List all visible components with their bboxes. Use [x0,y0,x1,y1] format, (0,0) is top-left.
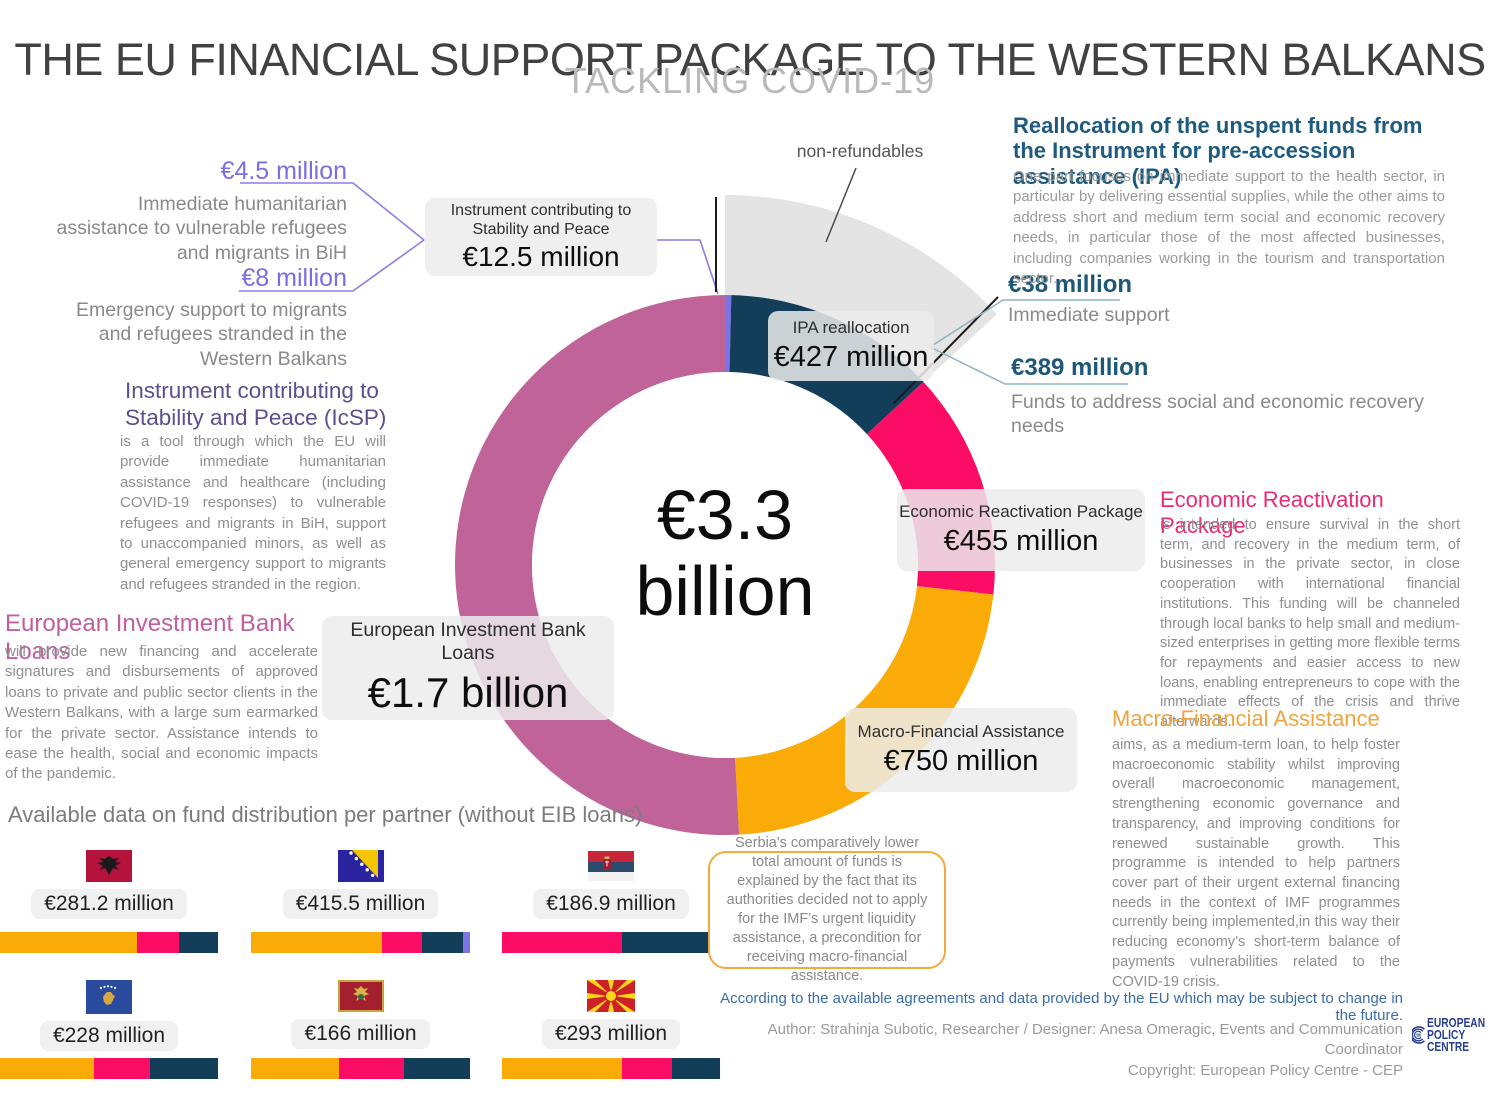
bar-segment-economic-reactivation-package [137,932,179,953]
non-refundables-label: non-refundables [796,141,924,161]
bar-segment-macro-financial-assistance [0,1058,94,1079]
amount-389-million: €389 million [1011,354,1149,381]
amount-38-million: €38 million [1008,271,1133,298]
flag-kosovo [86,980,132,1014]
chart-label-mfa: Macro-Financial Assistance €750 million [845,708,1077,792]
page-subtitle: TACKLING COVID-19 [564,60,936,101]
mfa-box-amount: €750 million [883,744,1039,777]
bar-segment-economic-reactivation-package [338,1058,405,1079]
pointer-line-icsp-box [657,239,719,295]
icsp-box-amount: €12.5 million [462,241,620,273]
bar-bosnia-herzegovina [251,932,470,953]
bar-segment-macro-financial-assistance [251,932,383,953]
bar-segment-ipa-reallocation [621,932,720,953]
bar-albania [0,932,218,953]
partner-card-bosnia-herzegovina: €415.5 million [251,850,470,953]
bar-serbia [502,932,720,953]
erp-description: is intended to ensure survival in the sh… [1160,517,1460,731]
serbia-note-text: Serbia's comparatively lower total amoun… [726,834,928,985]
bar-segment-economic-reactivation-package [502,932,622,953]
bar-north-macedonia [502,1058,720,1079]
amount-4-5-million: €4.5 million [220,157,347,185]
icsp-heading: Instrument contributing to Stability and… [125,378,387,430]
bar-segment-macro-financial-assistance [0,932,138,953]
erp-heading: Economic Reactivation Package [1160,487,1384,538]
partner-card-serbia: €186.9 million [502,850,720,953]
page-title: THE EU FINANCIAL SUPPORT PACKAGE TO THE … [14,34,1486,86]
partner-card-albania: €281.2 million [0,850,218,953]
amount-north-macedonia: €293 million [541,1019,681,1049]
eib-box-name: European Investment Bank Loans [350,618,586,664]
bar-segment-ipa-reallocation [421,932,464,953]
eib-box-amount: €1.7 billion [367,669,569,717]
flag-bosnia-herzegovina [337,850,384,882]
chart-label-ipa: IPA reallocation €427 million [768,311,934,381]
amount-8-million: €8 million [241,264,347,292]
flag-north-macedonia [587,980,635,1012]
ipa-description: One part focuses on immediate support to… [1013,168,1445,287]
mfa-heading: Macro-Financial Assistance [1112,706,1380,731]
donut-segment-instrument-contributing-to-stability-and-peace [725,295,732,373]
mfa-description: aims, as a medium-term loan, to help fos… [1112,737,1400,990]
chart-label-eib: European Investment Bank Loans €1.7 bill… [322,616,614,720]
serbia-note-box: Serbia's comparatively lower total amoun… [708,835,946,984]
chart-label-icsp: Instrument contributing to Stability and… [425,198,657,276]
flag-albania [86,850,132,882]
bar-segment-ipa-reallocation [150,1058,218,1079]
bar-segment-economic-reactivation-package [382,932,422,953]
ipa-heading: Reallocation of the unspent funds from t… [1013,113,1423,189]
bar-segment-economic-reactivation-package [621,1058,673,1079]
flag-montenegro [337,980,384,1012]
partner-card-north-macedonia: €293 million [502,980,720,1079]
pointer-line-non-refundables [825,167,857,243]
mfa-box-name: Macro-Financial Assistance [857,722,1065,742]
footer-credits: Author: Strahinja Subotic, Researcher / … [700,1020,1403,1081]
ipa-box-amount: €427 million [773,340,929,373]
epc-logo-text: EUROPEAN POLICY CENTRE [1427,1015,1486,1055]
amount-kosovo: €228 million [39,1021,179,1051]
label-immediate-support: Immediate support [1008,304,1170,326]
icsp-description: is a tool through which the EU will prov… [120,433,386,593]
donut-center-total: €3.3 billion [575,476,875,630]
partner-card-kosovo: €228 million [0,980,218,1079]
total-amount-line2: billion [635,551,815,630]
bar-kosovo [0,1058,218,1079]
eib-description: will provide new financing and accelerat… [5,643,318,783]
bar-segment-ipa-reallocation [404,1058,470,1079]
total-amount-line1: €3.3 [656,476,794,554]
amount-montenegro: €166 million [291,1019,430,1049]
annotation-4-5-million: Immediate humanitarian assistance to vul… [56,193,347,264]
bar-segment-ipa-reallocation [672,1058,720,1079]
footer-disclaimer: According to the available agreements an… [720,990,1403,1024]
bar-segment-icsp [463,932,470,953]
partners-heading: Available data on fund distribution per … [8,802,643,827]
bar-montenegro [251,1058,470,1079]
erp-box-amount: €455 million [943,524,1099,557]
bar-segment-macro-financial-assistance [502,1058,622,1079]
ipa-box-name: IPA reallocation [792,318,910,338]
erp-box-name: Economic Reactivation Package [899,502,1143,522]
bar-segment-economic-reactivation-package [93,1058,151,1079]
footer-author: Author: Strahinja Subotic, Researcher / … [767,1021,1403,1059]
partner-card-montenegro: €166 million [251,980,470,1079]
eib-heading: European Investment Bank Loans [5,610,295,665]
label-recovery-needs: Funds to address social and economic rec… [1011,391,1424,438]
amount-bosnia-herzegovina: €415.5 million [282,889,439,919]
footer-copyright: Copyright: European Policy Centre - CEP [1127,1061,1403,1079]
flag-serbia [588,851,634,881]
icsp-box-name: Instrument contributing to Stability and… [450,201,632,238]
amount-albania: €281.2 million [31,889,187,919]
epc-logo-icon [1412,1026,1425,1044]
bar-segment-macro-financial-assistance [251,1058,339,1079]
annotation-8-million: Emergency support to migrants and refuge… [76,299,347,370]
amount-serbia: €186.9 million [533,889,689,919]
epc-logo: EUROPEAN POLICY CENTRE [1412,1000,1498,1070]
bar-segment-ipa-reallocation [178,932,218,953]
chart-label-erp: Economic Reactivation Package €455 milli… [897,489,1145,571]
